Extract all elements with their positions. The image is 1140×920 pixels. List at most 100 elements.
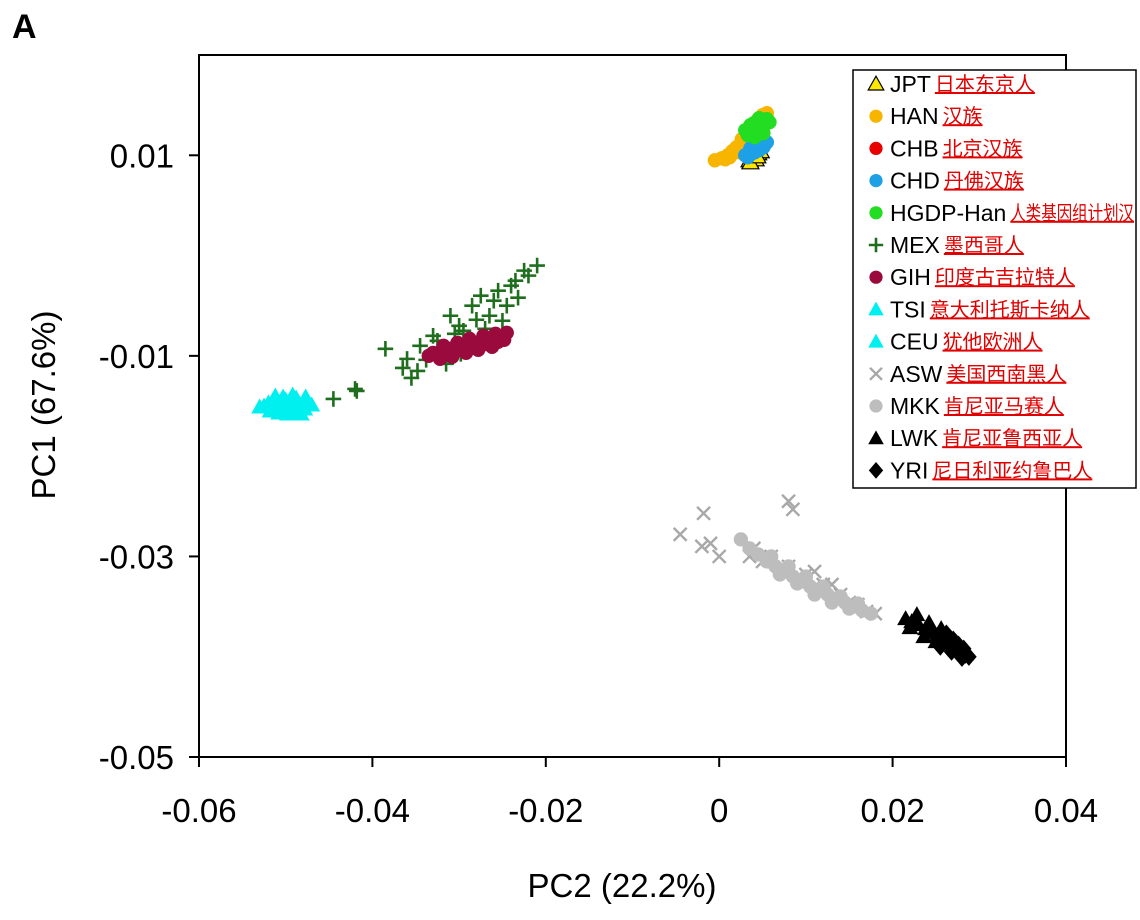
legend-code: MKK xyxy=(890,393,941,419)
legend-marker xyxy=(869,366,883,381)
data-point xyxy=(772,567,788,582)
data-point xyxy=(377,341,394,357)
y-tick-label: -0.03 xyxy=(99,538,174,575)
data-point xyxy=(484,339,500,354)
data-point xyxy=(494,312,511,329)
data-point xyxy=(490,282,506,299)
data-point xyxy=(718,152,733,167)
x-tick-label: 0.02 xyxy=(860,792,924,829)
x-tick-label: -0.02 xyxy=(508,792,583,829)
legend-chinese-label: 墨西哥人 xyxy=(944,233,1024,257)
data-point xyxy=(764,549,779,564)
x-tick-label: -0.06 xyxy=(161,792,236,829)
legend-item-gih: GIH 印度古吉拉特人 xyxy=(869,264,1075,290)
data-point xyxy=(510,289,526,306)
legend-chinese-label: 丹佛汉族 xyxy=(944,169,1024,193)
legend-code: CHB xyxy=(890,135,939,161)
data-point xyxy=(488,326,503,341)
legend-chinese-label: 意大利托斯卡纳人 xyxy=(930,297,1090,321)
data-point xyxy=(458,345,474,360)
series-yri xyxy=(919,622,977,667)
legend-item-hgdp-han: HGDP-Han 人类基因组计划汉 xyxy=(869,200,1134,226)
legend-chinese-label: 尼日利亚约鲁巴人 xyxy=(932,458,1092,482)
legend-chinese-label: 人类基因组计划汉 xyxy=(1010,201,1134,225)
legend-item-yri: YRI 尼日利亚约鲁巴人 xyxy=(868,457,1092,483)
data-point xyxy=(756,126,771,141)
data-point xyxy=(445,349,460,365)
data-point xyxy=(347,381,363,397)
x-tick-label: -0.04 xyxy=(335,792,410,829)
x-tick-label: 0 xyxy=(710,792,728,829)
legend-marker xyxy=(868,301,884,316)
legend-code: TSI xyxy=(890,296,926,322)
data-point xyxy=(394,360,411,376)
data-point xyxy=(908,606,926,622)
legend-code: YRI xyxy=(890,457,928,483)
series-gih xyxy=(421,325,514,367)
data-point xyxy=(291,399,309,415)
legend-item-jpt: JPT 日本东京人 xyxy=(867,71,1035,97)
data-point xyxy=(696,505,711,521)
legend-marker xyxy=(867,74,885,91)
data-point xyxy=(498,297,515,314)
legend-marker xyxy=(869,270,883,284)
legend-code: HGDP-Han xyxy=(890,200,1006,226)
data-point xyxy=(807,587,822,602)
legend-item-han: HAN 汉族 xyxy=(869,103,983,129)
data-point xyxy=(751,111,767,126)
legend-chinese-label: 汉族 xyxy=(943,104,983,128)
data-point xyxy=(785,501,801,517)
legend-item-asw: ASW 美国西南黑人 xyxy=(869,361,1066,387)
legend-code: HAN xyxy=(890,103,939,129)
legend-marker xyxy=(869,109,883,123)
series-ceu xyxy=(251,388,321,419)
y-tick-label: 0.01 xyxy=(110,137,174,174)
legend-item-mex: MEX 墨西哥人 xyxy=(868,232,1024,258)
data-point xyxy=(672,527,688,542)
data-point xyxy=(954,648,970,667)
data-point xyxy=(399,351,415,367)
data-point xyxy=(703,536,718,551)
legend-marker xyxy=(869,141,883,155)
legend-marker xyxy=(868,333,884,348)
panel-label: A xyxy=(12,8,37,46)
data-point xyxy=(436,338,451,353)
legend-item-lwk: LWK 肯尼亚鲁西亚人 xyxy=(868,425,1082,451)
data-point xyxy=(303,396,321,412)
data-point xyxy=(938,624,955,643)
x-axis-title: PC2 (22.2%) xyxy=(528,867,717,904)
legend-chinese-label: 北京汉族 xyxy=(943,136,1023,160)
legend-item-mkk: MKK 肯尼亚马赛人 xyxy=(869,393,1064,419)
legend-code: CEU xyxy=(890,329,939,355)
data-point xyxy=(727,142,742,157)
legend-chinese-label: 印度古吉拉特人 xyxy=(935,265,1075,289)
data-point xyxy=(901,619,919,635)
legend-code: LWK xyxy=(890,425,939,451)
legend-code: JPT xyxy=(890,71,931,97)
data-point xyxy=(781,493,796,509)
data-point xyxy=(472,287,489,304)
data-point xyxy=(348,383,365,399)
legend-marker xyxy=(869,174,883,188)
legend-item-chd: CHD 丹佛汉族 xyxy=(869,168,1024,194)
data-point xyxy=(476,328,491,343)
series-hgdp-han xyxy=(738,111,777,145)
legend-code: MEX xyxy=(890,232,940,258)
series-mkk xyxy=(733,532,879,621)
data-point xyxy=(325,391,342,407)
data-point xyxy=(278,395,296,411)
data-point xyxy=(409,363,426,379)
data-point xyxy=(251,398,269,414)
data-point xyxy=(733,532,749,547)
data-point xyxy=(462,331,477,346)
legend-chinese-label: 肯尼亚马赛人 xyxy=(944,394,1064,418)
data-point xyxy=(503,277,519,294)
data-point xyxy=(297,388,315,404)
data-point xyxy=(711,549,727,564)
data-point xyxy=(432,351,448,367)
legend-item-tsi: TSI 意大利托斯卡纳人 xyxy=(868,296,1090,322)
legend-code: ASW xyxy=(890,361,943,387)
data-point xyxy=(520,267,537,284)
